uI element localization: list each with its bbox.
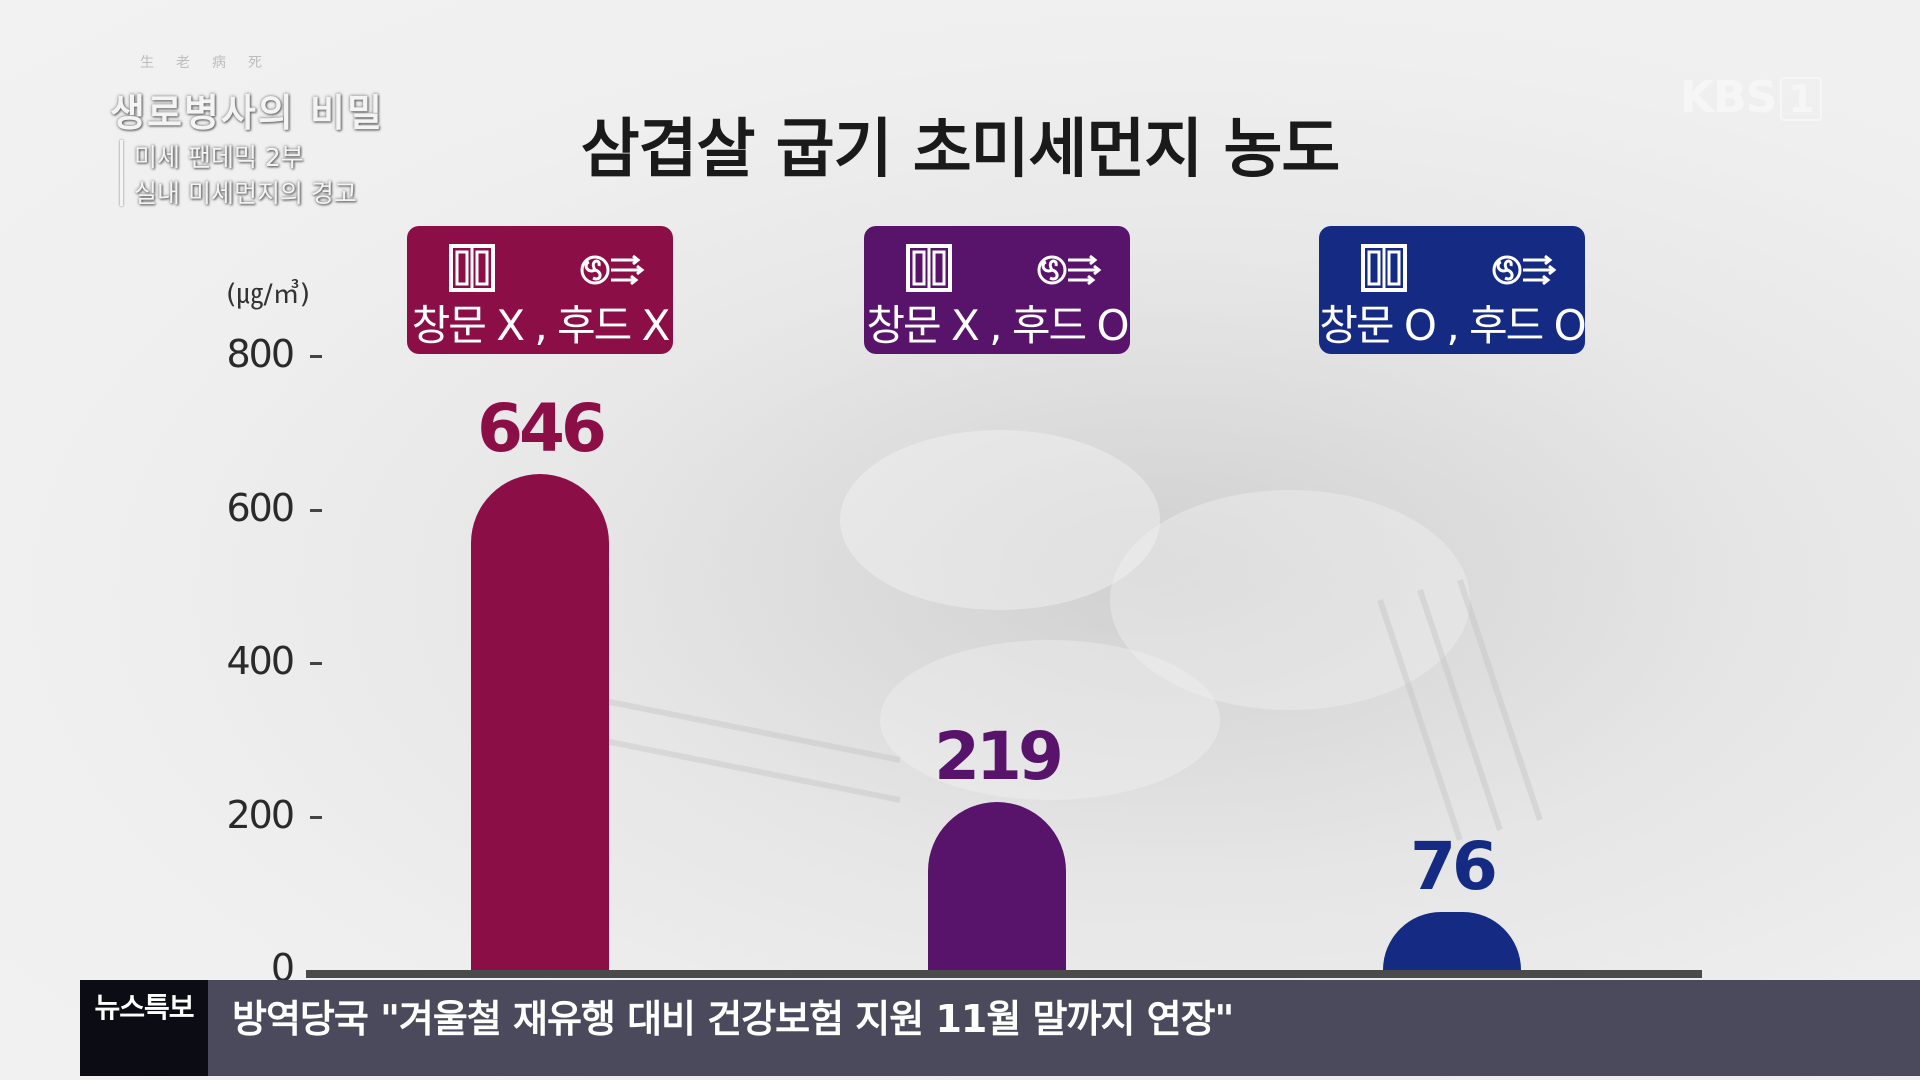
ticker-tag: 뉴스특보 bbox=[80, 980, 208, 1076]
badge-icons bbox=[1319, 244, 1585, 294]
y-tick-label: 200 bbox=[226, 792, 295, 837]
channel-number: 1 bbox=[1780, 77, 1822, 121]
episode-subtitle-1: 미세 팬데믹 2부 bbox=[134, 143, 304, 172]
y-axis-unit: (㎍/㎥) bbox=[226, 279, 311, 310]
badge-icons bbox=[864, 244, 1130, 294]
program-hanja: 生老病死 bbox=[140, 55, 284, 71]
x-axis-baseline bbox=[306, 970, 1702, 978]
category-label: 창문 O , 후드 O bbox=[1319, 301, 1586, 350]
bar-value-label: 76 bbox=[1410, 827, 1498, 905]
category-label: 창문 X , 후드 X bbox=[411, 301, 671, 350]
chart-title: 삼겹살 굽기 초미세먼지 농도 bbox=[580, 113, 1340, 187]
y-tick-label: 400 bbox=[226, 639, 295, 683]
y-tick-mark bbox=[310, 662, 322, 665]
category-badge: 창문 X , 후드 X bbox=[407, 226, 673, 354]
broadcaster-logo: KBS 1 bbox=[1680, 72, 1822, 123]
bar bbox=[471, 474, 609, 970]
news-ticker: 뉴스특보 방역당국 "겨울철 재유행 대비 건강보험 지원 11월 말까지 연장… bbox=[80, 980, 1920, 1076]
fan-hood-icon bbox=[1489, 246, 1557, 294]
broadcaster-name: KBS bbox=[1680, 72, 1777, 123]
y-tick-mark bbox=[310, 355, 322, 358]
ticker-headline: 방역당국 "겨울철 재유행 대비 건강보험 지원 11월 말까지 연장" bbox=[232, 997, 1234, 1041]
bar-value-label: 646 bbox=[477, 390, 607, 468]
badge-icons bbox=[407, 244, 673, 294]
category-badge: 창문 O , 후드 O bbox=[1319, 226, 1587, 354]
y-tick-mark bbox=[310, 815, 322, 819]
window-icon bbox=[449, 244, 495, 296]
episode-divider bbox=[120, 140, 123, 206]
bar-value-label: 219 bbox=[934, 717, 1064, 795]
y-tick-label: 600 bbox=[226, 485, 295, 530]
y-tick-label: 800 bbox=[226, 332, 295, 376]
window-icon bbox=[1361, 244, 1407, 296]
fan-hood-icon bbox=[1034, 246, 1102, 294]
episode-subtitle-2: 실내 미세먼지의 경고 bbox=[134, 179, 357, 208]
fan-hood-icon bbox=[577, 246, 645, 294]
program-title: 생로병사의 비밀 bbox=[110, 90, 384, 135]
window-icon bbox=[906, 244, 952, 296]
bar bbox=[928, 801, 1066, 970]
category-badge: 창문 X , 후드 O bbox=[864, 226, 1130, 354]
category-label: 창문 X , 후드 O bbox=[866, 301, 1129, 350]
y-tick-mark bbox=[310, 508, 322, 512]
